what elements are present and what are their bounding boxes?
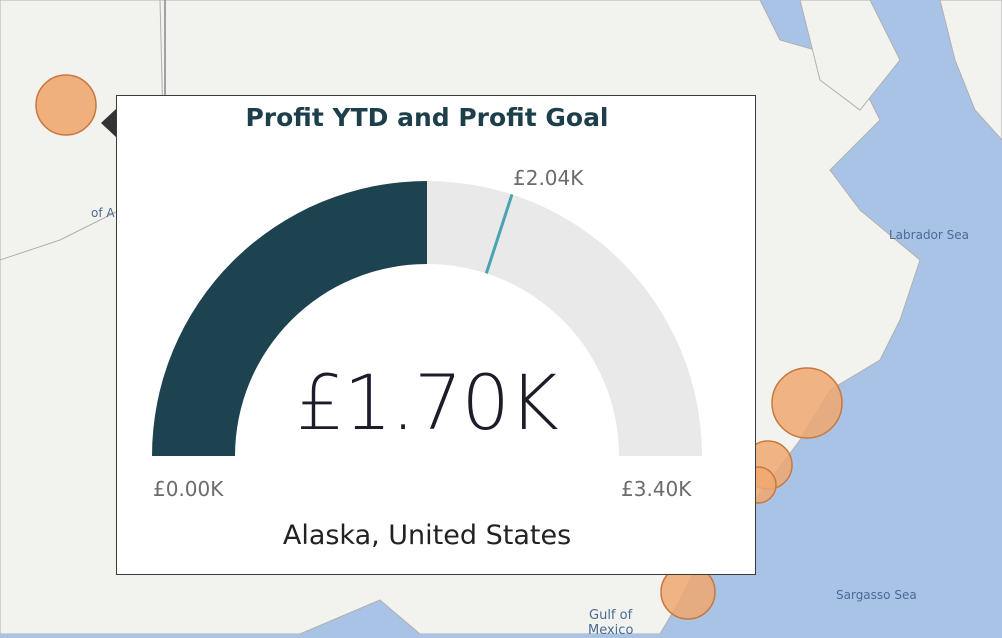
chart-title: Profit YTD and Profit Goal xyxy=(245,103,609,132)
tooltip-card: Profit YTD and Profit Goal £1.70K £2.04K… xyxy=(116,95,756,575)
gauge-target-label: £2.04K xyxy=(513,166,584,190)
map-label-labrador-sea: Labrador Sea xyxy=(889,228,970,242)
land-greenland xyxy=(939,0,1002,141)
land-baffin xyxy=(799,0,901,111)
gauge-min-label: £0.00K xyxy=(153,477,224,501)
gauge-chart xyxy=(152,181,702,456)
map-label-mexico: Mexico xyxy=(588,623,634,638)
map-bubble-alaska[interactable] xyxy=(35,74,97,136)
map-label-gulf-of: Gulf of xyxy=(589,608,633,623)
gauge-value-arc xyxy=(152,181,427,456)
map-label-sargasso-sea: Sargasso Sea xyxy=(836,588,917,602)
tooltip-location: Alaska, United States xyxy=(282,520,572,551)
map-bubble-northeast[interactable] xyxy=(771,367,843,439)
map-label-gulf-of-alaska: of A xyxy=(91,206,115,220)
tooltip-pointer xyxy=(101,109,116,137)
gauge-target-marker xyxy=(484,193,514,274)
gauge-max-label: £3.40K xyxy=(621,477,692,501)
gauge-value-label: £1.70K xyxy=(296,358,558,447)
